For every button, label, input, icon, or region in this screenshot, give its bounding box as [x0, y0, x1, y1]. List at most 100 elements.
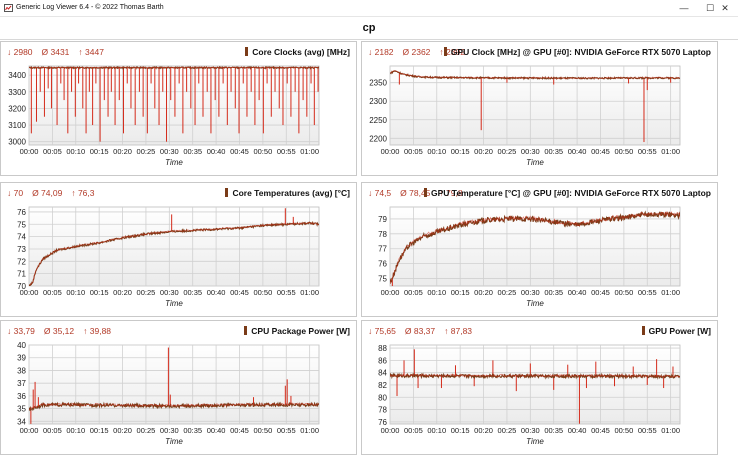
x-tick-label: 00:35	[183, 288, 202, 297]
y-tick-label: 72	[17, 257, 26, 266]
y-tick-label: 80	[378, 393, 387, 402]
header-divider	[0, 39, 738, 40]
x-tick-label: 00:00	[381, 147, 400, 156]
x-tick-label: 00:20	[474, 147, 493, 156]
stat-min: ↓ 74,5	[368, 188, 392, 198]
x-tick-label: 00:25	[498, 426, 517, 435]
x-tick-label: 00:25	[498, 288, 517, 297]
y-tick-label: 77	[378, 245, 387, 254]
y-tick-label: 37	[17, 379, 26, 388]
stat-avg: Ø 35,12	[43, 326, 75, 336]
window-title: Generic Log Viewer 6.4 - © 2022 Thomas B…	[16, 4, 164, 11]
x-tick-label: 00:35	[183, 426, 202, 435]
minimize-button[interactable]: —	[679, 3, 689, 13]
stats-readout: ↓ 33,79 Ø 35,12 ↑ 39,88	[7, 326, 120, 336]
stat-avg: Ø 2362	[402, 47, 431, 57]
stats-readout: ↓ 2182 Ø 2362 ↑ 2392	[368, 47, 474, 57]
x-tick-label: 00:30	[521, 288, 540, 297]
x-tick-label: 00:55	[638, 147, 657, 156]
stat-avg: Ø 78,45	[400, 188, 431, 198]
x-tick-label: 00:45	[230, 288, 249, 297]
y-tick-label: 88	[378, 344, 387, 353]
x-tick-label: 00:05	[404, 147, 423, 156]
x-tick-label: 00:35	[544, 426, 563, 435]
x-tick-label: 00:00	[381, 426, 400, 435]
x-tick-label: 00:15	[451, 147, 470, 156]
stats-readout: ↓ 70 Ø 74,09 ↑ 76,3	[7, 188, 103, 198]
x-tick-label: 00:00	[20, 147, 39, 156]
x-tick-label: 00:50	[253, 426, 272, 435]
x-tick-label: 00:45	[591, 426, 610, 435]
x-tick-label: 00:00	[20, 288, 39, 297]
y-tick-label: 34	[17, 417, 26, 426]
y-tick-label: 2350	[369, 79, 387, 88]
line-chart: 76 78 80 82 84 86 88 00:00 00:05 00:10 00:15 00:20 0…	[378, 344, 681, 446]
x-axis-label: Time	[165, 299, 183, 308]
legend-swatch	[424, 188, 428, 197]
line-chart: 75 76 77 78 79 00:00 00:05 00:10 00:15 00:20 00:25…	[378, 206, 681, 308]
y-tick-label: 71	[17, 270, 26, 279]
y-tick-label: 2250	[369, 116, 387, 125]
x-tick-label: 00:10	[66, 288, 85, 297]
chart-panel-gpu-power: ↓ 75,65 Ø 83,37 ↑ 87,83 GPU Power [W] 76 78 80…	[361, 320, 718, 455]
stat-min: ↓ 33,79	[7, 326, 35, 336]
y-tick-label: 70	[17, 282, 26, 291]
chart-title: Core Temperatures (avg) [°C]	[225, 188, 350, 198]
x-tick-label: 00:10	[427, 426, 446, 435]
x-tick-label: 00:50	[614, 147, 633, 156]
y-tick-label: 36	[17, 392, 26, 401]
legend-swatch	[443, 47, 447, 56]
stat-min: ↓ 2182	[368, 47, 394, 57]
x-tick-label: 00:25	[498, 147, 517, 156]
x-tick-label: 00:35	[544, 288, 563, 297]
close-button[interactable]: ✕	[721, 3, 729, 13]
legend-swatch	[641, 326, 645, 335]
x-tick-label: 00:15	[90, 426, 109, 435]
x-tick-label: 00:20	[113, 147, 132, 156]
chart-title-label: Core Temperatures (avg) [°C]	[232, 188, 350, 198]
stats-readout: ↓ 74,5 Ø 78,45 ↑ 79,8	[368, 188, 472, 198]
y-tick-label: 3000	[8, 138, 26, 147]
chart-title-label: Core Clocks (avg) [MHz]	[252, 47, 350, 57]
x-tick-label: 00:40	[207, 147, 226, 156]
data-series-detail	[390, 211, 680, 284]
title-bar: Generic Log Viewer 6.4 - © 2022 Thomas B…	[0, 0, 738, 17]
y-tick-label: 3100	[8, 121, 26, 130]
y-tick-label: 3200	[8, 104, 26, 113]
data-series-detail	[29, 66, 319, 69]
chart-panel-core-temp: ↓ 70 Ø 74,09 ↑ 76,3 Core Temperatures (avg)…	[0, 182, 357, 317]
chart-title-label: GPU Power [W]	[648, 326, 711, 336]
x-tick-label: 00:25	[137, 426, 156, 435]
x-tick-label: 00:25	[137, 288, 156, 297]
data-series-detail	[29, 222, 319, 286]
y-tick-label: 76	[17, 208, 26, 217]
x-tick-label: 00:05	[43, 426, 62, 435]
x-tick-label: 00:55	[277, 426, 296, 435]
chart-title: GPU Power [W]	[641, 326, 711, 336]
chart-title-label: GPU Temperature [°C] @ GPU [#0]: NVIDIA …	[431, 188, 711, 198]
plot-area	[389, 344, 681, 425]
x-tick-label: 00:05	[43, 147, 62, 156]
stat-min: ↓ 2980	[7, 47, 33, 57]
stats-readout: ↓ 2980 Ø 3431 ↑ 3447	[7, 47, 113, 57]
y-tick-label: 73	[17, 245, 26, 254]
stats-readout: ↓ 75,65 Ø 83,37 ↑ 87,83	[368, 326, 481, 336]
x-axis-label: Time	[165, 437, 183, 446]
line-chart: 3000 3100 3200 3300 3400 00:00 00:05 00:10 00:15…	[8, 65, 320, 167]
x-tick-label: 01:00	[300, 147, 319, 156]
stat-max: ↑ 87,83	[444, 326, 473, 336]
x-tick-label: 00:15	[451, 426, 470, 435]
maximize-button[interactable]: ☐	[705, 3, 715, 13]
stat-min: ↓ 75,65	[368, 326, 396, 336]
x-tick-label: 00:45	[591, 288, 610, 297]
plot-area	[389, 65, 681, 146]
x-tick-label: 00:15	[90, 288, 109, 297]
app-icon	[4, 4, 13, 12]
y-tick-label: 38	[17, 366, 26, 375]
x-tick-label: 00:40	[568, 147, 587, 156]
x-axis-label: Time	[165, 158, 183, 167]
chart-panel-core-clocks: ↓ 2980 Ø 3431 ↑ 3447 Core Clocks (avg) [MHz…	[0, 41, 357, 176]
x-tick-label: 00:00	[20, 426, 39, 435]
y-tick-label: 86	[378, 356, 387, 365]
x-tick-label: 01:00	[300, 288, 319, 297]
